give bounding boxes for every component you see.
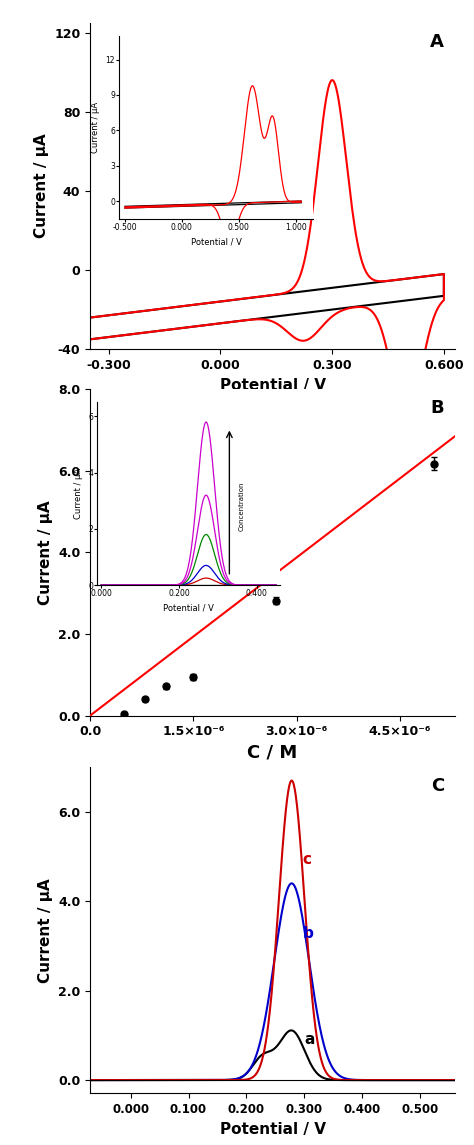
Y-axis label: Current / μA: Current / μA: [34, 134, 48, 238]
X-axis label: C / M: C / M: [247, 744, 298, 761]
Text: C: C: [431, 777, 444, 795]
Text: a: a: [304, 1033, 314, 1048]
Y-axis label: Current / μA: Current / μA: [37, 500, 53, 605]
Y-axis label: Current / μA: Current / μA: [37, 878, 53, 982]
Text: b: b: [303, 926, 314, 941]
Text: B: B: [430, 400, 444, 417]
X-axis label: Potential / V: Potential / V: [219, 378, 326, 393]
X-axis label: Potential / V: Potential / V: [219, 1122, 326, 1137]
Text: A: A: [430, 33, 444, 50]
Text: c: c: [302, 852, 311, 868]
